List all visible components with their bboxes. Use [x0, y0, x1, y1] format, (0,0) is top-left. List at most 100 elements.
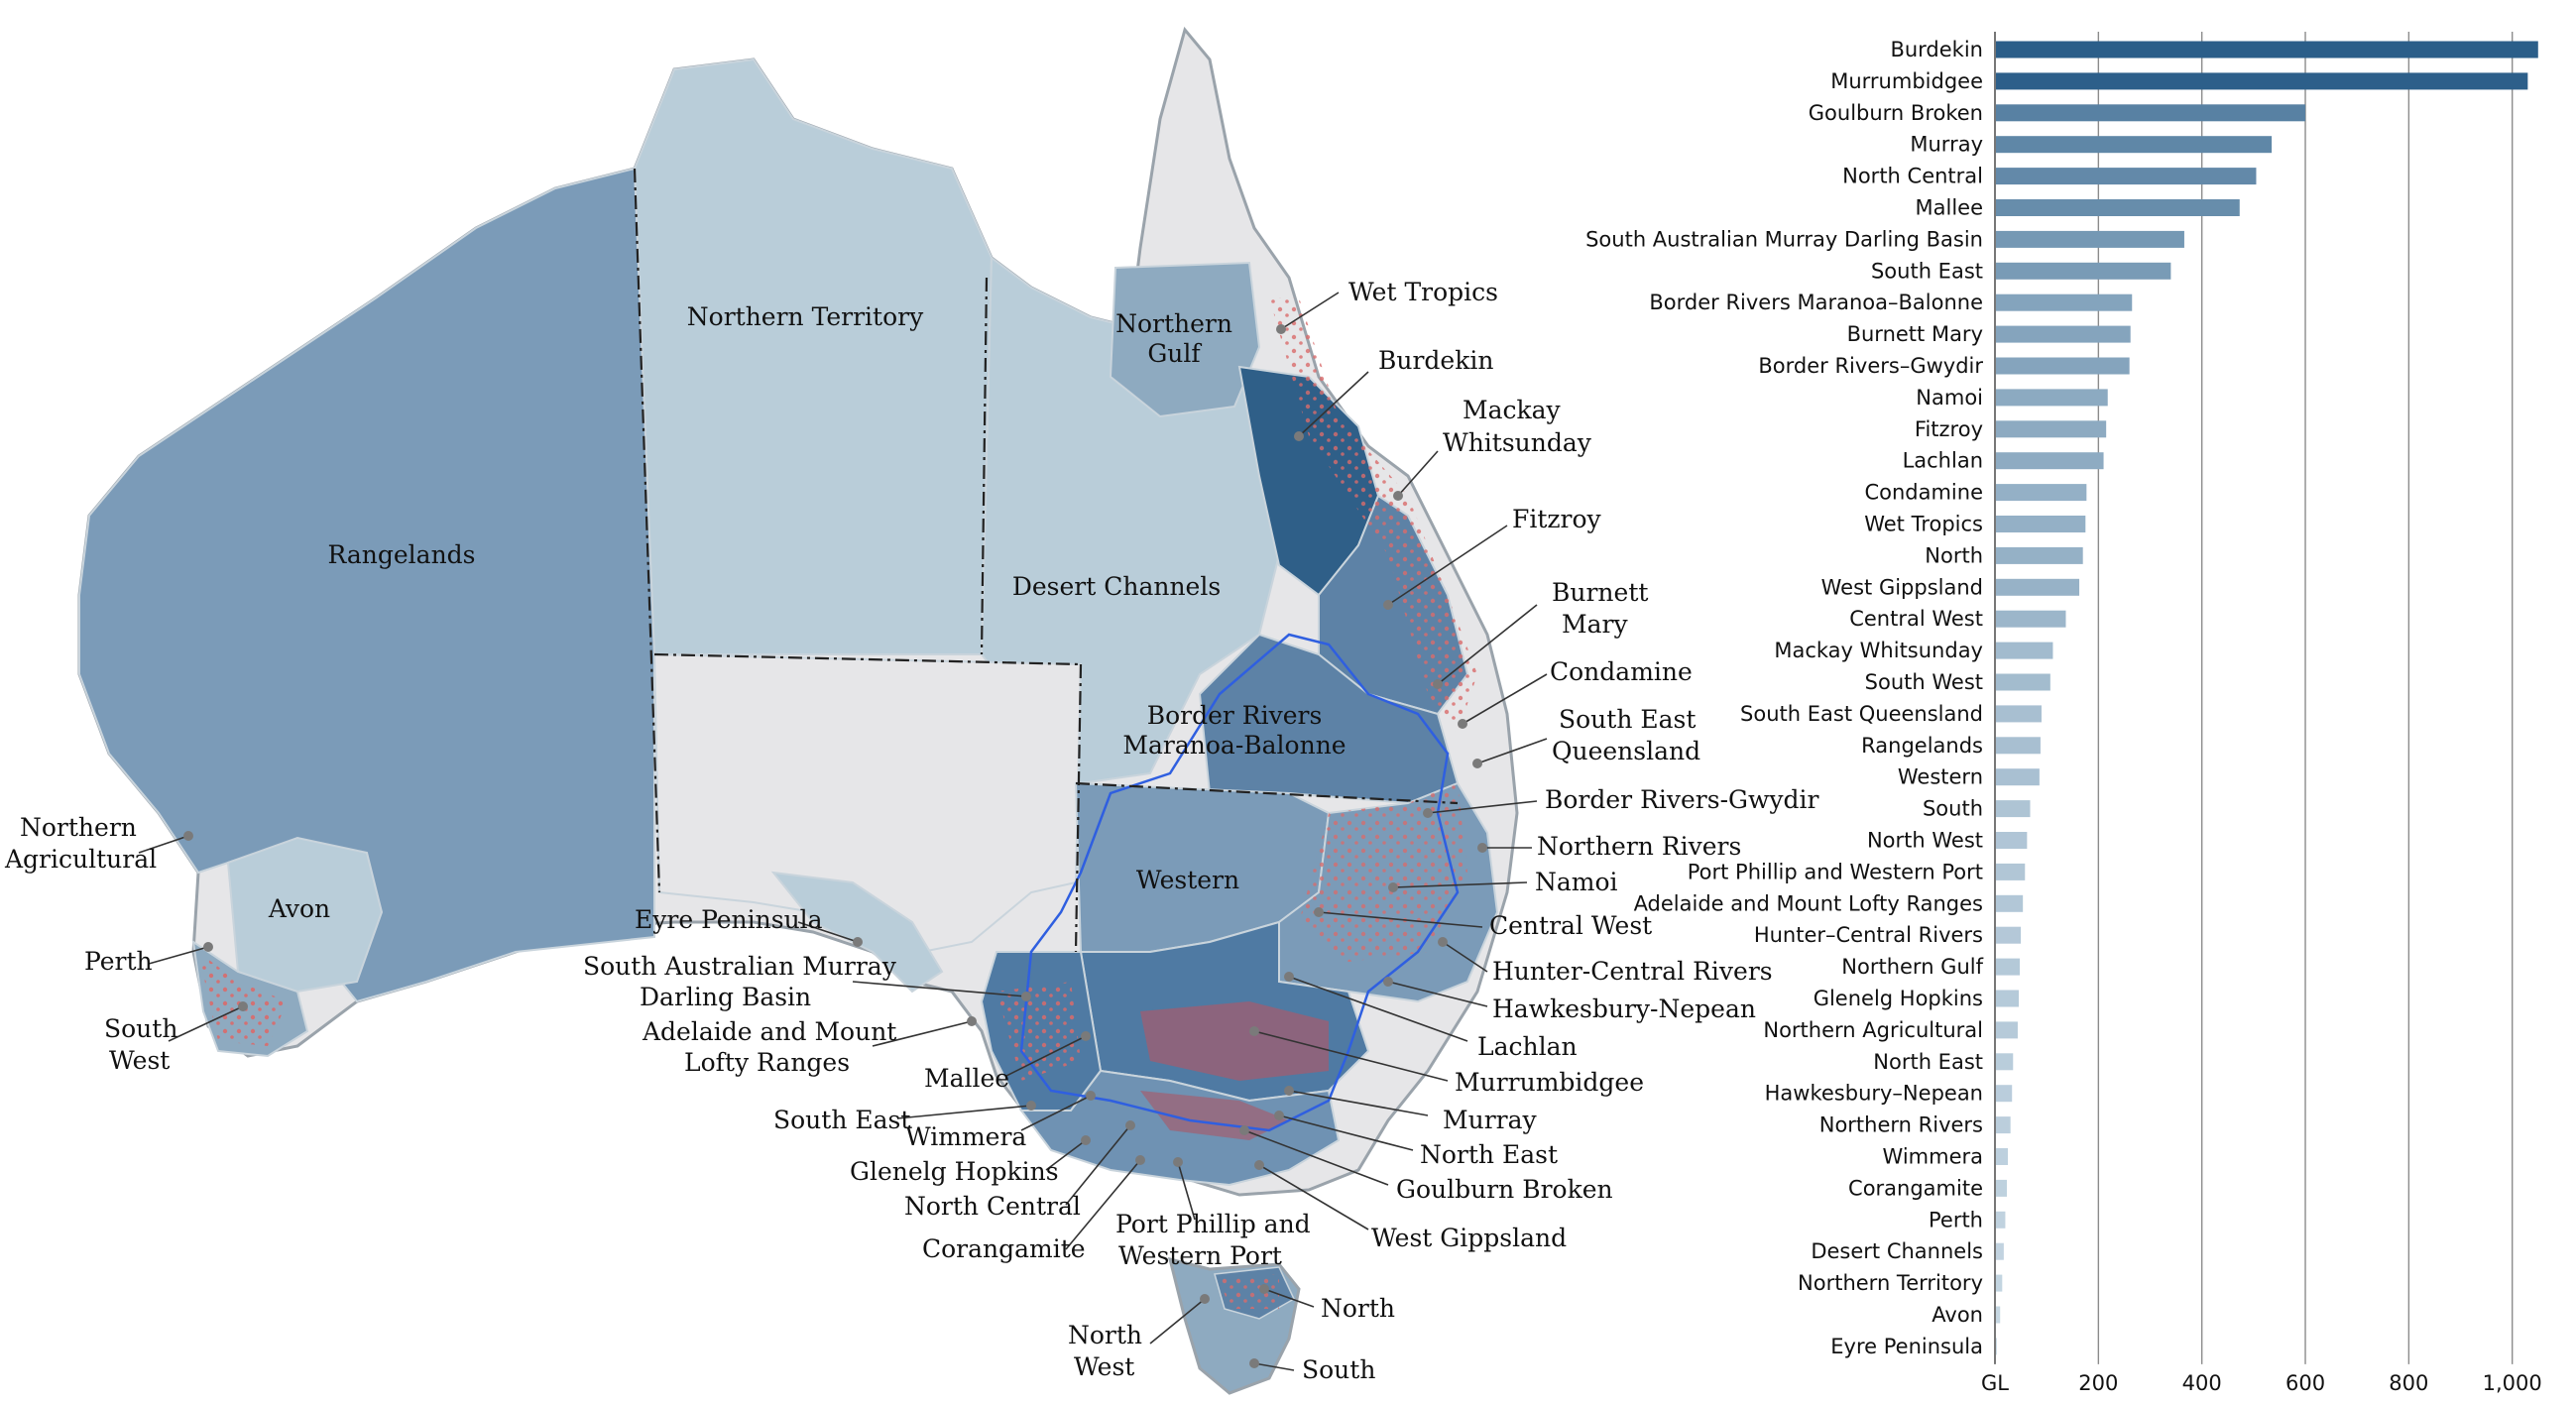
category-label-mallee: Mallee [1916, 196, 1984, 220]
callout-eyre: Eyre Peninsula [635, 905, 823, 934]
callout-hunter: Hunter-Central Rivers [1492, 957, 1773, 986]
bar-burdekin [1996, 41, 2538, 59]
category-label-fitzroy: Fitzroy [1915, 417, 1983, 441]
basin-outline [1019, 633, 1460, 1132]
category-label-eyre-peninsula: Eyre Peninsula [1830, 1335, 1983, 1358]
category-label-avon: Avon [1932, 1303, 1983, 1327]
category-label-north: North [1925, 543, 1983, 567]
callout-wimmera: Wimmera [905, 1122, 1026, 1151]
category-label-burnett-mary: Burnett Mary [1847, 322, 1983, 346]
category-label-south-east-queensland: South East Queensland [1740, 702, 1983, 726]
callout-northern-ag-1: Northern [20, 813, 137, 842]
bar-south-east [1996, 262, 2171, 280]
callout-north-west-tas-2: West [1074, 1352, 1134, 1381]
bar-north-east [1996, 1053, 2014, 1071]
x-unit-label: GL [1981, 1371, 2009, 1395]
callout-south-east: South East [773, 1106, 910, 1134]
category-label-murray: Murray [1910, 133, 1983, 157]
category-label-northern-rivers: Northern Rivers [1819, 1113, 1983, 1137]
label-rangelands: Rangelands [327, 540, 475, 569]
bar-mackay-whitsunday [1996, 642, 2053, 659]
bar-namoi [1996, 389, 2108, 407]
label-border-rivers-2: Maranoa-Balonne [1122, 731, 1346, 760]
bar-central-west [1996, 610, 2066, 628]
category-label-south-australian-murray-darling-basin: South Australian Murray Darling Basin [1585, 227, 1983, 251]
x-tick-label-800: 800 [2389, 1371, 2428, 1395]
label-western: Western [1136, 866, 1239, 894]
callout-border-gwydir: Border Rivers-Gwydir [1545, 785, 1819, 814]
category-label-wet-tropics: Wet Tropics [1864, 513, 1983, 536]
state-borders [633, 168, 1459, 953]
bar-south-west [1996, 673, 2050, 691]
callout-north-west-tas-1: North [1068, 1321, 1142, 1349]
bar-south-east-queensland [1996, 705, 2042, 723]
chart-grid [2097, 32, 2514, 1364]
bar-desert-channels [1996, 1242, 2004, 1260]
x-tick-label-1000: 1,000 [2483, 1371, 2542, 1395]
category-label-lachlan: Lachlan [1903, 449, 1983, 473]
category-label-northern-agricultural: Northern Agricultural [1763, 1018, 1983, 1042]
category-label-south-east: South East [1871, 259, 1983, 283]
category-label-wimmera: Wimmera [1883, 1145, 1983, 1169]
category-label-northern-gulf: Northern Gulf [1841, 955, 1983, 979]
qld-coast-irrigation [1269, 297, 1477, 734]
callout-mackay-1: Mackay [1463, 396, 1562, 424]
bar-northern-gulf [1996, 958, 2021, 976]
x-tick-label-200: 200 [2078, 1371, 2118, 1395]
category-label-west-gippsland: West Gippsland [1821, 575, 1983, 599]
bar-goulburn-broken [1996, 104, 2306, 122]
bar-glenelg-hopkins [1996, 990, 2019, 1007]
callout-central-west: Central West [1489, 911, 1652, 940]
bar-border-rivers-maranoa-balonne [1996, 293, 2133, 311]
region-murrumbidgee-irrigation [1140, 1001, 1329, 1081]
callout-burnett-1: Burnett [1552, 578, 1648, 607]
region-mallee-irrigation [996, 982, 1081, 1081]
bar-rangelands [1996, 737, 2041, 755]
category-label-port-phillip-and-western-port: Port Phillip and Western Port [1688, 860, 1983, 883]
callout-northern-ag-2: Agricultural [4, 845, 157, 874]
callout-murray: Murray [1443, 1106, 1538, 1134]
category-label-murrumbidgee: Murrumbidgee [1830, 69, 1983, 93]
x-tick-label-600: 600 [2285, 1371, 2325, 1395]
category-label-glenelg-hopkins: Glenelg Hopkins [1814, 987, 1983, 1010]
bar-mallee [1996, 199, 2240, 216]
callout-north-central: North Central [904, 1192, 1081, 1221]
bar-lachlan [1996, 452, 2104, 470]
chart-axis: 200 400 600 800 1,000 GL [1981, 32, 2542, 1395]
x-tick-label-400: 400 [2182, 1371, 2222, 1395]
callouts: Wet Tropics Burdekin Mackay Whitsunday F… [4, 278, 1819, 1384]
callout-port-phillip-1: Port Phillip and [1115, 1210, 1311, 1238]
bar-north-central [1996, 168, 2257, 185]
bar-wimmera [1996, 1148, 2009, 1165]
callout-mackay-2: Whitsunday [1443, 428, 1592, 457]
bar-hunter-central-rivers [1996, 926, 2022, 944]
bar-south [1996, 800, 2031, 818]
callout-samdb-1: South Australian Murray [583, 952, 897, 981]
region-northern-territory [633, 58, 994, 655]
callout-port-phillip-2: Western Port [1118, 1241, 1282, 1270]
callout-south-west-1: South [104, 1014, 177, 1043]
callout-condamine: Condamine [1550, 657, 1693, 686]
bar-border-rivers-gwydir [1996, 357, 2130, 375]
category-label-south: South [1923, 797, 1983, 821]
callout-fitzroy: Fitzroy [1512, 505, 1602, 533]
callout-south-west-2: West [109, 1046, 170, 1075]
callout-burnett-2: Mary [1562, 610, 1628, 639]
label-northern-gulf-2: Gulf [1147, 339, 1202, 368]
callout-murrumbidgee: Murrumbidgee [1455, 1068, 1644, 1097]
bar-murrumbidgee [1996, 72, 2528, 90]
category-label-south-west: South West [1865, 670, 1983, 694]
bar-port-phillip-and-western-port [1996, 863, 2026, 880]
category-label-border-rivers-maranoa-balonne: Border Rivers Maranoa–Balonne [1649, 291, 1983, 314]
bar-northern-rivers [1996, 1116, 2011, 1134]
category-label-north-central: North Central [1842, 165, 1983, 188]
chart-category-labels: Burdekin Murrumbidgee Goulburn Broken Murra… [1585, 38, 1984, 1358]
callout-south-tas: South [1302, 1355, 1375, 1384]
category-label-northern-territory: Northern Territory [1798, 1271, 1983, 1295]
category-label-hunter-central-rivers: Hunter–Central Rivers [1754, 923, 1983, 947]
callout-seq-2: Queensland [1552, 737, 1700, 765]
bar-perth [1996, 1211, 2006, 1229]
callout-corangamite: Corangamite [922, 1234, 1086, 1263]
